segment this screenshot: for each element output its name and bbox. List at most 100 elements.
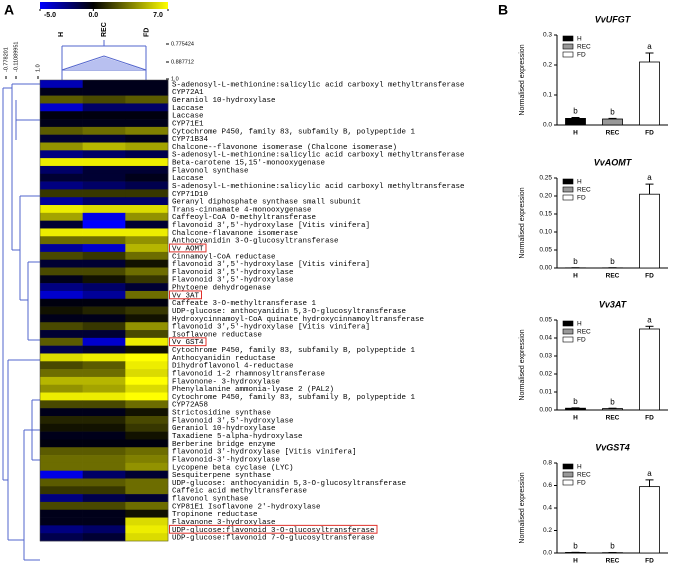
heatmap-cell [40,345,83,354]
heatmap-cell [125,455,169,464]
heatmap-cell [82,298,126,307]
row-label: flavonoid 3',5'-hydroxylase [Vitis vinif… [172,261,370,269]
row-label: UDP-glucose: anthocyanidin 5,3-O-glucosy… [172,480,406,488]
dendrogram-tick-label: -0.11089951 [13,42,19,72]
y-tick-label: 0.05 [539,247,552,254]
heatmap-cell [125,439,169,448]
heatmap-cell [40,376,83,386]
heatmap-cell [40,197,83,206]
legend-label: REC [577,187,591,194]
heatmap-cell [82,486,126,495]
chart-title: VvAOMT [594,157,633,167]
heatmap-cell [40,431,83,440]
heatmap-cell [40,314,83,323]
heatmap-cell [40,353,83,362]
y-tick-label: 0.20 [539,193,552,200]
y-axis-label: Normalised expression [519,44,526,115]
heatmap-cell [82,470,126,479]
significance-letter: b [573,257,578,266]
y-tick-label: 0.15 [539,211,552,218]
heatmap-cell [40,337,83,346]
legend-swatch [562,35,574,42]
heatmap-cell [82,400,126,409]
heatmap-cell [125,462,169,471]
row-label: Trans-cinnamate 4-monooxygenase [172,206,312,214]
heatmap-cell [82,501,126,511]
heatmap-cell [82,290,126,300]
heatmap-cell [40,494,83,503]
row-label: flavonoid 3',5'-hydroxylase [Vitis vinif… [172,324,370,332]
heatmap-cell [40,259,83,268]
heatmap-cell [40,517,83,526]
heatmap-cell [125,267,169,276]
heatmap-cell [125,150,169,159]
error-bar [571,117,580,119]
heatmap-cell [82,80,126,89]
heatmap-cell [40,455,83,464]
y-tick-label: 0.4 [543,505,552,512]
heatmap-cell [125,236,169,245]
x-tick-label: H [573,415,578,422]
heatmap-cell [125,392,169,401]
row-label: Geraniol 10-hydroxylase [172,425,276,433]
heatmap-cell [125,330,169,339]
row-label: CYP81E1 Isoflavone 2'-hydroxylase [172,503,321,511]
heatmap-cell [125,142,169,151]
heatmap-cell [125,205,169,214]
heatmap-cell [82,103,126,112]
heatmap-cell [40,142,83,151]
x-tick-label: H [573,558,578,565]
row-label: Chalcone--flavonone isomerase (Chalcone … [172,144,397,152]
heatmap-cell [40,119,83,128]
heatmap-cell [125,165,169,175]
heatmap-cell [125,408,169,417]
x-tick-label: FD [645,130,654,137]
heatmap-cell [82,283,126,292]
heatmap-cell [40,228,83,237]
row-label: Geraniol 10-hydroxylase [172,97,276,105]
row-label: Vv AOMT [172,245,204,253]
row-label: flavonoid 3'-hydroxylase [Vitis vinifera… [172,449,357,457]
row-label: Laccase [172,113,204,121]
heatmap-cell [125,384,169,393]
heatmap-cell [82,455,126,464]
row-label: Anthocyanidin 3-O-glucosyltransferase [172,238,339,246]
bar [639,193,660,269]
y-axis-label: Normalised expression [519,472,526,543]
heatmap-cell [40,486,83,495]
heatmap-cell [82,369,126,378]
heatmap-cell [82,353,126,362]
heatmap-cell [125,494,169,503]
heatmap-cell [40,87,83,96]
heatmap-cell [40,236,83,245]
heatmap-cell [125,509,169,518]
highlight-box [169,524,378,534]
significance-letter: a [647,42,652,51]
x-tick-label: FD [645,273,654,280]
heatmap-cell [40,533,83,542]
heatmap-cell [82,447,126,456]
row-label: Tropinone reductase [172,511,258,519]
bar [602,118,623,126]
bar [602,408,623,411]
highlight-box [169,243,207,253]
significance-letter: a [647,315,652,324]
heatmap-cell [40,220,83,229]
chart-title: VvGST4 [595,442,630,452]
significance-letter: a [647,469,652,478]
heatmap-cell [82,158,126,167]
heatmap-cell [125,80,169,89]
dendrogram-fill [64,57,144,70]
heatmap-cell [125,415,169,425]
significance-letter: b [573,107,578,116]
heatmap-cell [82,384,126,393]
row-label: Flavanone 3-hydroxylase [172,519,276,527]
heatmap-cell [82,251,126,261]
row-label: Berberine bridge enzyme [172,441,276,449]
dendrogram-tick-label: -0.778201 [3,47,9,72]
column-dendrogram [61,40,147,80]
heatmap-cell [40,369,83,378]
row-label: Cytochrome P450, family 83, subfamily B,… [172,394,416,402]
legend-label: H [577,464,582,471]
